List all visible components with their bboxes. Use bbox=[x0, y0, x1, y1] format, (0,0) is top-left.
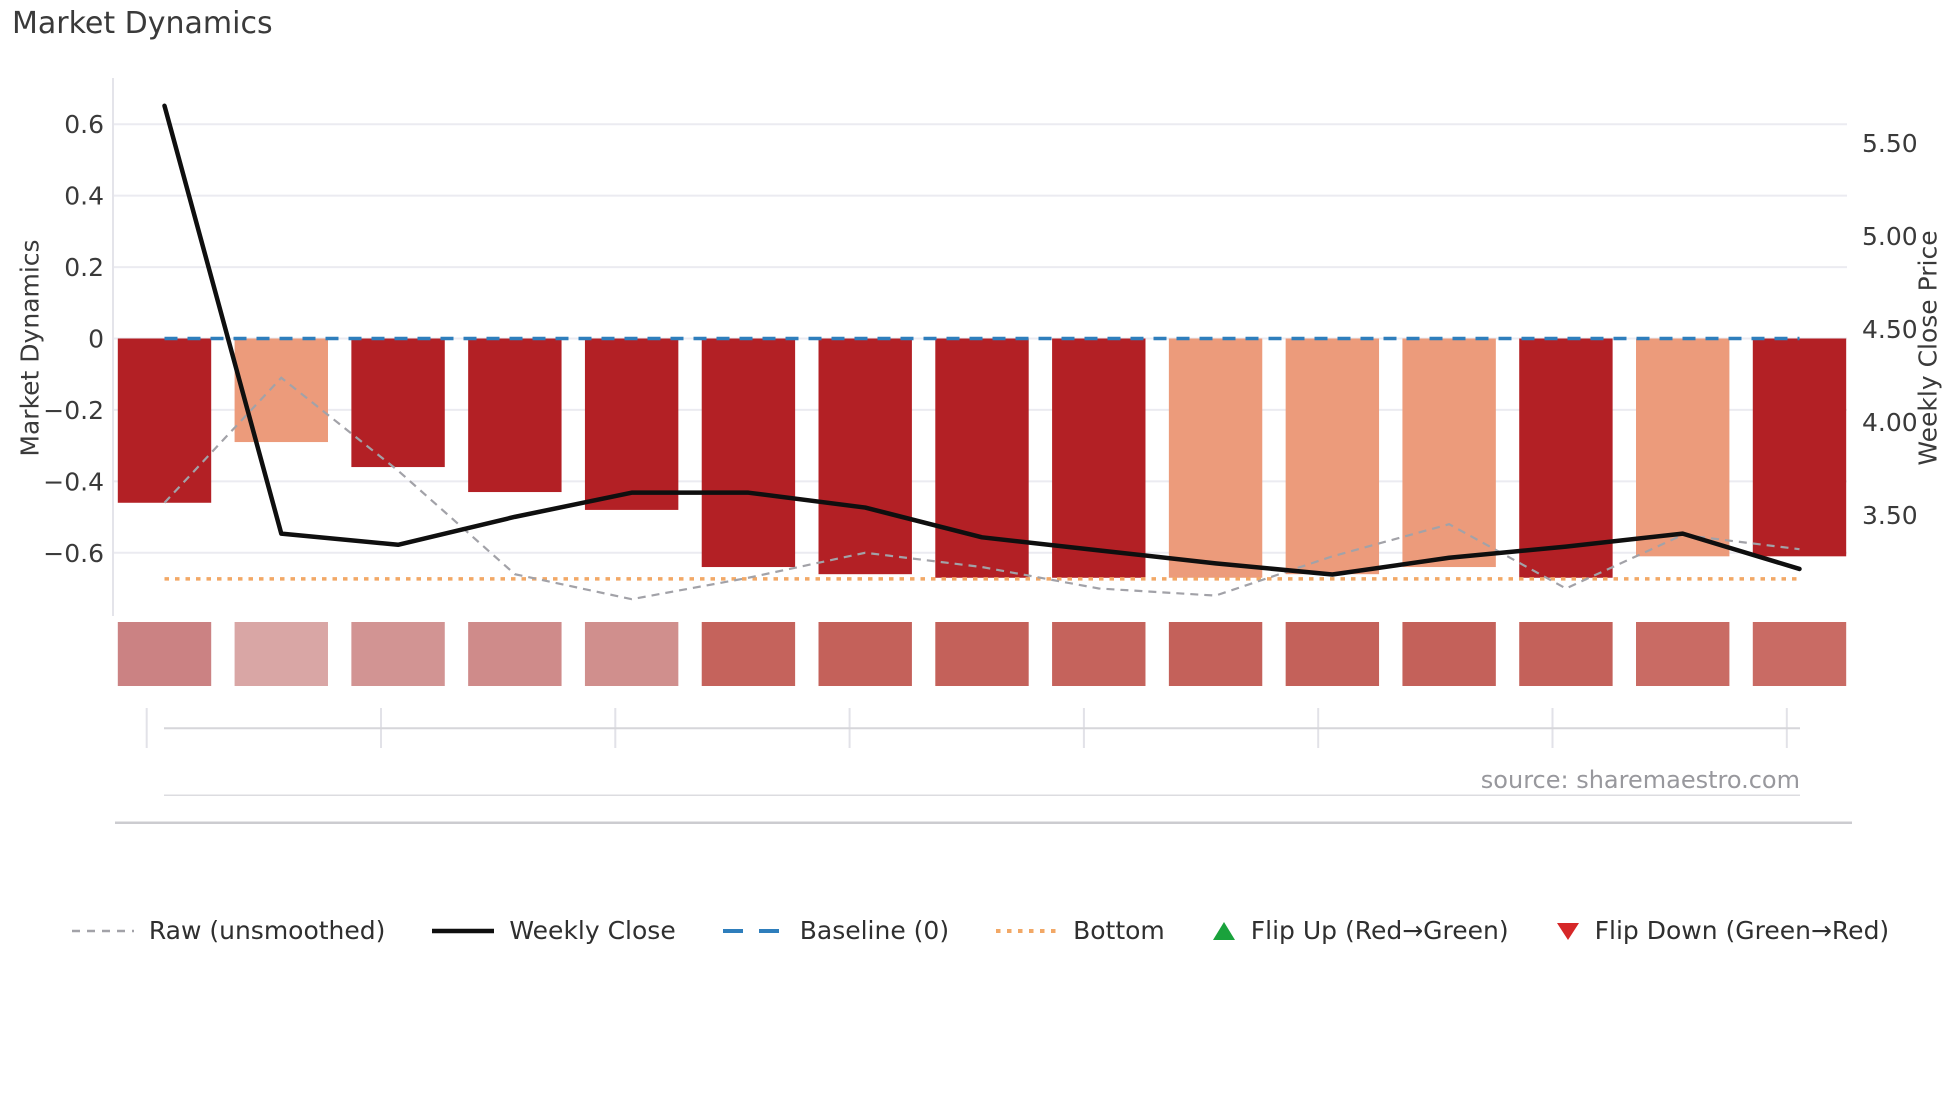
dynamics-bar bbox=[818, 338, 912, 575]
flip-down-triangle-icon bbox=[1556, 922, 1579, 940]
heatmap-cell bbox=[701, 622, 796, 686]
right-tick-label: 4.50 bbox=[1862, 315, 1918, 344]
legend-label-raw: Raw (unsmoothed) bbox=[148, 916, 386, 945]
left-tick-label: 0.6 bbox=[64, 110, 104, 139]
heatmap-cell bbox=[818, 622, 912, 686]
heatmap-cell bbox=[117, 622, 212, 686]
left-tick-label: −0.2 bbox=[43, 396, 104, 425]
raw-dashed-line-icon bbox=[71, 929, 134, 932]
dynamics-bar bbox=[1168, 338, 1263, 578]
heatmap-cell bbox=[468, 622, 562, 686]
legend-item-baseline: Baseline (0) bbox=[722, 916, 949, 945]
left-tick-label: −0.4 bbox=[43, 467, 104, 496]
dynamics-bar bbox=[1285, 338, 1380, 575]
legend-label-baseline: Baseline (0) bbox=[799, 916, 950, 945]
dynamics-bar bbox=[1752, 338, 1847, 557]
dynamics-bar bbox=[468, 338, 562, 493]
heatmap-cell bbox=[351, 622, 445, 686]
right-tick-label: 5.50 bbox=[1862, 129, 1918, 158]
chart-legend: Raw (unsmoothed) Weekly Close Baseline (… bbox=[0, 916, 1960, 945]
right-tick-label: 4.00 bbox=[1862, 408, 1918, 437]
legend-item-flip-down: Flip Down (Green→Red) bbox=[1555, 916, 1890, 945]
source-note: source: sharemaestro.com bbox=[1480, 766, 1800, 794]
dynamics-bar bbox=[1519, 338, 1613, 578]
legend-label-flip-down: Flip Down (Green→Red) bbox=[1594, 916, 1890, 945]
heatmap-cell bbox=[1636, 622, 1730, 686]
legend-label-bottom: Bottom bbox=[1073, 916, 1165, 945]
heatmap-cell bbox=[1752, 622, 1847, 686]
page-title: Market Dynamics bbox=[12, 6, 273, 41]
legend-label-flip-up: Flip Up (Red→Green) bbox=[1250, 916, 1509, 945]
right-tick-label: 5.00 bbox=[1862, 222, 1918, 251]
left-tick-label: 0 bbox=[88, 325, 104, 354]
dynamics-bar bbox=[584, 338, 679, 510]
legend-item-raw: Raw (unsmoothed) bbox=[71, 916, 386, 945]
legend-item-weekly-close: Weekly Close bbox=[431, 916, 676, 945]
heatmap-cell bbox=[1052, 622, 1146, 686]
legend-item-bottom: Bottom bbox=[995, 916, 1165, 945]
left-tick-label: 0.2 bbox=[64, 253, 104, 282]
weekly-close-line bbox=[162, 103, 1802, 577]
blue-dashed-line-icon bbox=[722, 928, 785, 933]
orange-dotted-line-icon bbox=[996, 928, 1059, 933]
right-tick-label: 3.50 bbox=[1862, 501, 1918, 530]
dynamics-bar bbox=[117, 338, 212, 503]
legend-label-weekly-close: Weekly Close bbox=[509, 916, 676, 945]
left-tick-label: −0.6 bbox=[43, 539, 104, 568]
heatmap-cell bbox=[935, 622, 1029, 686]
heatmap-cell bbox=[584, 622, 679, 686]
solid-line-icon bbox=[432, 928, 495, 933]
heatmap-cell bbox=[1285, 622, 1380, 686]
heatmap-cell bbox=[1168, 622, 1263, 686]
heatmap-cell bbox=[1402, 622, 1496, 686]
dynamics-bar bbox=[234, 338, 328, 443]
dynamics-bar bbox=[701, 338, 796, 568]
heatmap-cell bbox=[234, 622, 328, 686]
dynamics-bar bbox=[1636, 338, 1730, 557]
legend-item-flip-up: Flip Up (Red→Green) bbox=[1211, 916, 1509, 945]
left-tick-label: 0.4 bbox=[64, 182, 104, 211]
flip-up-triangle-icon bbox=[1212, 921, 1235, 940]
dynamics-bar bbox=[1052, 338, 1146, 578]
heatmap-cell bbox=[1519, 622, 1613, 686]
dynamics-bar bbox=[351, 338, 445, 468]
dynamics-bar bbox=[1402, 338, 1496, 568]
